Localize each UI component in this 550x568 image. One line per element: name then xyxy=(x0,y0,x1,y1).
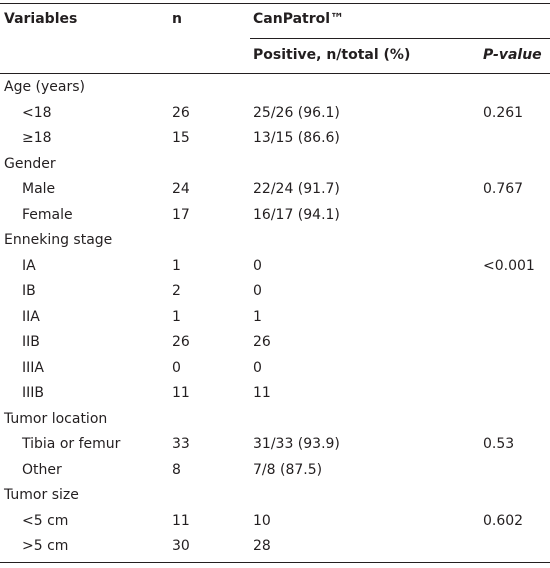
row-n: 8 xyxy=(172,461,181,478)
section-title: Gender xyxy=(4,155,56,172)
row-label: IIA xyxy=(22,308,40,325)
section-title: Tumor location xyxy=(4,410,108,427)
row-label: IB xyxy=(22,283,36,299)
row-positive: 0 xyxy=(253,257,262,274)
section-title: Age (years) xyxy=(4,79,85,95)
header-p-value: P-value xyxy=(483,47,542,63)
row-positive: 25/26 (96.1) xyxy=(253,104,340,121)
row-label: Male xyxy=(22,181,56,197)
bottom-rule xyxy=(0,562,550,563)
header-rule xyxy=(0,73,550,74)
group-rule xyxy=(250,38,550,39)
row-p-value: 0.261 xyxy=(483,104,524,121)
row-positive: 0 xyxy=(253,359,262,376)
row-n: 11 xyxy=(172,512,190,529)
header-n: n xyxy=(172,11,182,27)
row-positive: 31/33 (93.9) xyxy=(253,436,340,452)
row-n: 26 xyxy=(172,334,190,350)
row-label: IA xyxy=(22,257,36,274)
row-n: 1 xyxy=(172,308,181,325)
row-positive: 1 xyxy=(253,308,262,325)
row-label: IIB xyxy=(22,334,40,350)
section-title: Tumor size xyxy=(4,487,79,503)
row-n: 17 xyxy=(172,206,190,223)
row-label: Female xyxy=(22,206,73,223)
section-title: Enneking stage xyxy=(4,232,113,248)
row-p-value: <0.001 xyxy=(483,257,535,274)
header-variables: Variables xyxy=(4,11,78,27)
row-positive: 26 xyxy=(253,334,271,350)
row-label: ≥18 xyxy=(22,130,52,146)
row-n: 30 xyxy=(172,538,190,554)
row-p-value: 0.767 xyxy=(483,181,524,197)
top-rule xyxy=(0,3,550,4)
row-positive: 11 xyxy=(253,385,271,401)
row-label: IIIB xyxy=(22,385,44,401)
row-p-value: 0.53 xyxy=(483,436,515,452)
row-positive: 7/8 (87.5) xyxy=(253,461,323,478)
row-n: 1 xyxy=(172,257,181,274)
header-group: CanPatrol™ xyxy=(253,11,345,27)
row-positive: 22/24 (91.7) xyxy=(253,181,340,197)
row-label: >5 cm xyxy=(22,538,69,554)
header-positive: Positive, n/total (%) xyxy=(253,47,411,63)
row-p-value: 0.602 xyxy=(483,512,524,529)
row-n: 15 xyxy=(172,130,190,146)
row-label: Tibia or femur xyxy=(22,436,121,452)
row-n: 2 xyxy=(172,283,181,299)
row-label: <5 cm xyxy=(22,512,69,529)
row-n: 11 xyxy=(172,385,190,401)
row-positive: 28 xyxy=(253,538,271,554)
row-label: IIIA xyxy=(22,359,44,376)
row-label: <18 xyxy=(22,104,52,121)
row-positive: 0 xyxy=(253,283,262,299)
row-label: Other xyxy=(22,461,62,478)
row-positive: 10 xyxy=(253,512,271,529)
row-positive: 13/15 (86.6) xyxy=(253,130,340,146)
row-positive: 16/17 (94.1) xyxy=(253,206,340,223)
row-n: 26 xyxy=(172,104,190,121)
row-n: 33 xyxy=(172,436,190,452)
row-n: 24 xyxy=(172,181,190,197)
row-n: 0 xyxy=(172,359,181,376)
